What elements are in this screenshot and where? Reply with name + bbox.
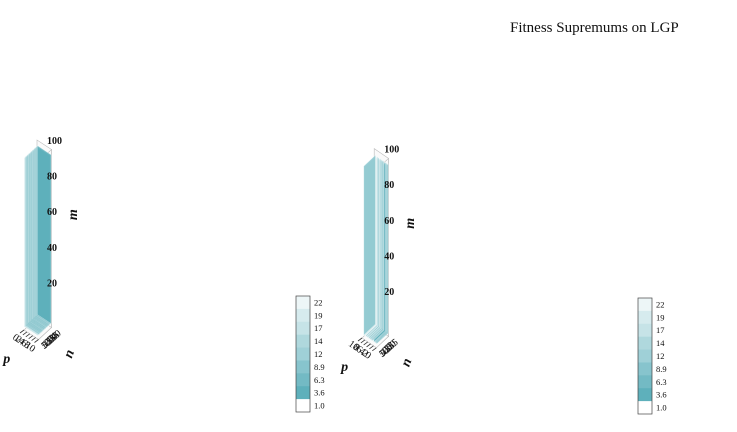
p-tick: [363, 341, 368, 346]
m-axis-title: m: [403, 218, 418, 229]
p-axis-title: p: [340, 360, 348, 375]
colorbar-tick-label: 6.3: [314, 375, 325, 385]
colorbar-band: [296, 308, 310, 323]
p-tick-label: 4: [16, 336, 26, 348]
m-tick-label: 60: [384, 216, 394, 227]
slice-group: [363, 154, 389, 345]
p-tick: [357, 337, 363, 342]
p-axis-title: p: [2, 352, 10, 367]
m-tick-label: 100: [47, 136, 62, 147]
colorbar-tick-label: 17: [656, 325, 665, 335]
m-axis-title: m: [66, 209, 81, 220]
m-tick-label: 100: [384, 145, 399, 156]
p-tick-label: 0: [10, 332, 20, 344]
colorbar-band: [638, 349, 652, 363]
p-tick: [34, 339, 39, 343]
m-tick-label: 80: [47, 172, 57, 183]
p-tick-label: 6: [354, 344, 364, 356]
colorbar-tick-label: 12: [314, 349, 323, 359]
colorbar-band: [638, 401, 652, 415]
m-tick-label: 20: [384, 287, 394, 298]
colorbar-tick-label: 14: [656, 338, 665, 348]
left-chart-panel: 0 2 4 6 8 10 5 10 15 20 25 30 35 40 20 40 60 80 100 p n m 22 19…: [0, 0, 370, 427]
m-tick-label: 20: [47, 278, 57, 289]
p-tick-label: 8: [351, 342, 361, 354]
surface-slice: [36, 144, 52, 325]
colorbar-tick-label: 1.0: [656, 403, 667, 413]
colorbar-frame: [295, 295, 311, 413]
n-tick-label: 5: [377, 348, 387, 360]
m-tick-label: 60: [47, 207, 57, 218]
colorbar-band: [638, 362, 652, 376]
colorbar-band: [296, 347, 310, 361]
colorbar-band: [296, 386, 310, 400]
p-tick: [22, 331, 28, 336]
colorbar: 22 19 17 14 12 8.9 6.3 3.6 1.0: [637, 297, 667, 415]
m-tick-label: 80: [384, 180, 394, 191]
p-tick-label: 0: [363, 350, 373, 362]
colorbar-tick-label: 3.6: [656, 390, 667, 400]
colorbar-tick-label: 6.3: [656, 377, 667, 387]
colorbar-band: [638, 310, 652, 325]
colorbar-band: [638, 388, 652, 402]
colorbar-tick-label: 3.6: [314, 388, 325, 398]
colorbar-tick-label: 17: [314, 323, 323, 333]
n-tick-label: 5: [39, 340, 49, 352]
surface-slice: [363, 154, 376, 336]
p-tick-label: 2: [13, 334, 23, 346]
figure-title: Fitness Supremums on LGP: [510, 20, 679, 36]
p-tick: [366, 343, 371, 348]
colorbar-tick-label: 22: [314, 297, 323, 307]
colorbar-band: [638, 375, 652, 389]
right-3d-chart-panel: 10 8 6 4 2 0 5 10 15 20 25 30 35 20 40 60 80 100 p n m 22 19 17…: [340, 0, 737, 427]
colorbar-tick-label: 12: [656, 351, 665, 361]
n-axis-title: n: [61, 348, 78, 361]
colorbar-band: [296, 360, 310, 374]
colorbar-tick-label: 1.0: [314, 401, 325, 411]
colorbar: 22 19 17 14 12 8.9 6.3 3.6 1.0: [295, 295, 325, 413]
colorbar-tick-label: 19: [314, 310, 323, 320]
colorbar-band: [296, 334, 310, 349]
p-tick: [28, 335, 33, 340]
p-tick-label: 4: [357, 346, 367, 358]
slice-group: [23, 144, 52, 337]
m-tick-label: 40: [384, 251, 394, 262]
p-tick-label: 2: [360, 348, 370, 360]
p-tick: [360, 339, 366, 344]
colorbar-band: [296, 399, 310, 413]
n-axis-title: n: [399, 356, 416, 369]
colorbar-band: [638, 336, 652, 351]
colorbar-band: [296, 373, 310, 387]
m-tick-label: 40: [47, 243, 57, 254]
colorbar-tick-label: 22: [656, 299, 665, 309]
colorbar-tick-label: 8.9: [656, 364, 667, 374]
colorbar-tick-label: 14: [314, 336, 323, 346]
colorbar-band: [296, 321, 310, 336]
p-tick-label: 8: [22, 340, 32, 352]
p-tick-label: 6: [19, 338, 29, 350]
p-tick: [372, 347, 377, 352]
colorbar-tick-label: 8.9: [314, 362, 325, 372]
p-tick: [19, 329, 25, 334]
p-tick: [369, 345, 374, 350]
colorbar-band: [638, 298, 652, 312]
p-tick: [31, 337, 36, 341]
colorbar-band: [638, 323, 652, 338]
colorbar-band: [296, 296, 310, 310]
colorbar-tick-label: 19: [656, 312, 665, 322]
colorbar-frame: [637, 297, 653, 415]
p-tick: [25, 333, 31, 338]
